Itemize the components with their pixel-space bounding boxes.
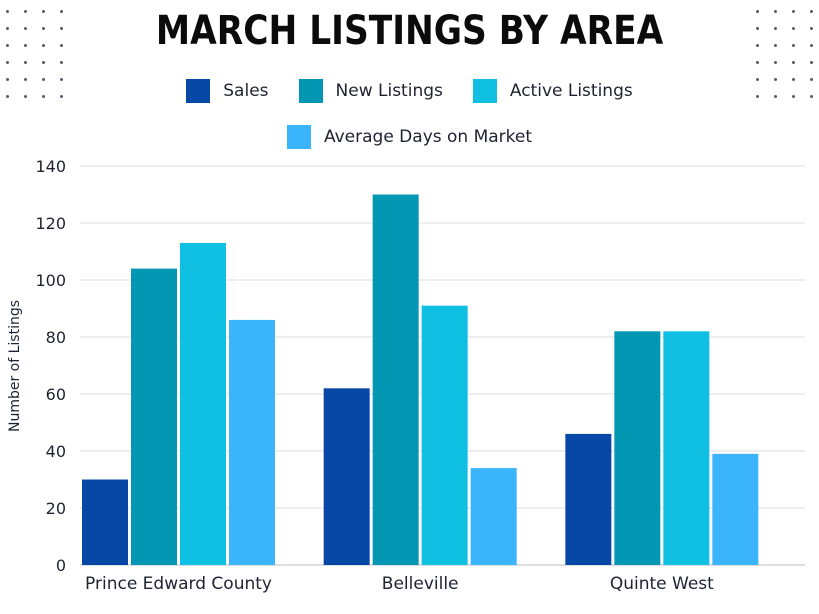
decorative-dot xyxy=(60,78,63,81)
decorative-dot xyxy=(42,78,45,81)
decorative-dot xyxy=(42,27,45,30)
y-tick-labels: 0 20 40 60 80 100 120 140 xyxy=(35,157,66,575)
y-tick-label: 20 xyxy=(46,499,66,518)
decorative-dot xyxy=(24,61,27,64)
y-tick-label: 140 xyxy=(35,157,66,176)
decorative-dot xyxy=(756,10,759,13)
decorative-dot xyxy=(42,10,45,13)
decorative-dot xyxy=(6,44,9,47)
legend-swatch-new-listings xyxy=(298,79,323,103)
legend-swatch-active-listings xyxy=(472,79,497,103)
legend-swatch-sales xyxy=(186,79,211,103)
decorative-dot xyxy=(774,10,777,13)
decorative-dot xyxy=(792,44,795,47)
decorative-dot xyxy=(810,27,813,30)
decorative-dot xyxy=(42,61,45,64)
bar-sales xyxy=(323,388,370,565)
decorative-dot xyxy=(6,27,9,30)
category-labels: Prince Edward County Belleville Quinte Wes… xyxy=(85,574,714,594)
y-tick-label: 120 xyxy=(35,214,66,233)
y-tick-label: 40 xyxy=(46,442,66,461)
decorative-dot xyxy=(774,44,777,47)
bar-average-days-on-market xyxy=(712,453,759,565)
decorative-dot xyxy=(792,10,795,13)
decorative-dot xyxy=(810,10,813,13)
decorative-dot xyxy=(42,44,45,47)
decorative-dot xyxy=(24,95,27,98)
legend-label-new-listings: New Listings xyxy=(335,81,443,101)
category-label: Prince Edward County xyxy=(85,574,272,594)
decorative-dot xyxy=(24,10,27,13)
decorative-dot xyxy=(756,95,759,98)
bar-active-listings xyxy=(421,305,468,565)
legend-item-active-listings: Active Listings xyxy=(472,79,633,103)
bar-sales xyxy=(565,433,612,565)
decorative-dot xyxy=(6,78,9,81)
legend-label-average-days: Average Days on Market xyxy=(323,127,533,147)
decorative-dot xyxy=(60,44,63,47)
decorative-dot xyxy=(756,27,759,30)
decorative-dot xyxy=(810,61,813,64)
decorative-dot xyxy=(6,10,9,13)
decorative-dot xyxy=(792,95,795,98)
decorative-dot xyxy=(756,61,759,64)
y-tick-label: 60 xyxy=(46,385,66,404)
decorative-dot xyxy=(810,95,813,98)
bar-sales xyxy=(82,479,128,565)
decorative-dot xyxy=(774,27,777,30)
category-label: Belleville xyxy=(382,574,459,594)
legend-label-active-listings: Active Listings xyxy=(509,81,633,101)
decorative-dot xyxy=(60,61,63,64)
legend-item-sales: Sales xyxy=(186,79,269,103)
decorative-dot xyxy=(774,95,777,98)
decorative-dot xyxy=(792,78,795,81)
legend: Sales New Listings Active Listings xyxy=(0,79,819,103)
bar-new-listings xyxy=(372,194,419,565)
decorative-dot xyxy=(810,78,813,81)
decorative-dot xyxy=(24,44,27,47)
decorative-dot xyxy=(24,27,27,30)
decorative-dot xyxy=(756,78,759,81)
legend-item-average-days: Average Days on Market xyxy=(286,125,533,149)
decorative-dot xyxy=(24,78,27,81)
decorative-dot xyxy=(60,95,63,98)
legend-swatch-average-days xyxy=(286,125,311,149)
decorative-dot xyxy=(6,95,9,98)
decorative-dot xyxy=(792,61,795,64)
legend-item-new-listings: New Listings xyxy=(298,79,443,103)
bar-active-listings xyxy=(663,331,710,565)
bar-new-listings xyxy=(131,268,177,565)
bar-average-days-on-market xyxy=(229,319,275,565)
category-label: Quinte West xyxy=(610,574,714,594)
y-tick-label: 80 xyxy=(46,328,66,347)
decorative-dot xyxy=(810,44,813,47)
decorative-dot xyxy=(774,61,777,64)
decorative-dot xyxy=(756,44,759,47)
bars xyxy=(82,194,759,565)
legend-label-sales: Sales xyxy=(223,81,269,101)
y-tick-label: 0 xyxy=(56,556,66,575)
y-tick-label: 100 xyxy=(35,271,66,290)
y-axis-label: Number of Listings xyxy=(7,300,23,432)
decorative-dot xyxy=(6,61,9,64)
bar-new-listings xyxy=(614,331,661,565)
bar-average-days-on-market xyxy=(470,468,517,565)
decorative-dot xyxy=(774,78,777,81)
decorative-dot xyxy=(60,27,63,30)
decorative-dot xyxy=(792,27,795,30)
bar-active-listings xyxy=(180,242,226,565)
chart-title: MARCH LISTINGS BY AREA xyxy=(155,8,664,54)
legend-row-2: Average Days on Market xyxy=(0,125,819,149)
decorative-dot xyxy=(42,95,45,98)
decorative-dot xyxy=(60,10,63,13)
